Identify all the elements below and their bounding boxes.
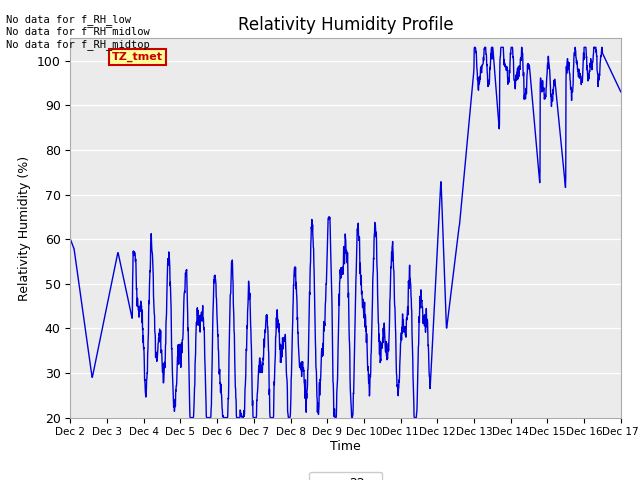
X-axis label: Time: Time <box>330 440 361 453</box>
Y-axis label: Relativity Humidity (%): Relativity Humidity (%) <box>19 156 31 300</box>
Text: No data for f_RH_low: No data for f_RH_low <box>6 13 131 24</box>
Text: TZ_tmet: TZ_tmet <box>112 52 163 62</box>
Legend: 22m: 22m <box>309 472 382 480</box>
Title: Relativity Humidity Profile: Relativity Humidity Profile <box>238 16 453 34</box>
Text: No data for f̅RH̅midlow: No data for f̅RH̅midlow <box>6 26 150 36</box>
Text: No data for f_RH_midtop: No data for f_RH_midtop <box>6 39 150 50</box>
